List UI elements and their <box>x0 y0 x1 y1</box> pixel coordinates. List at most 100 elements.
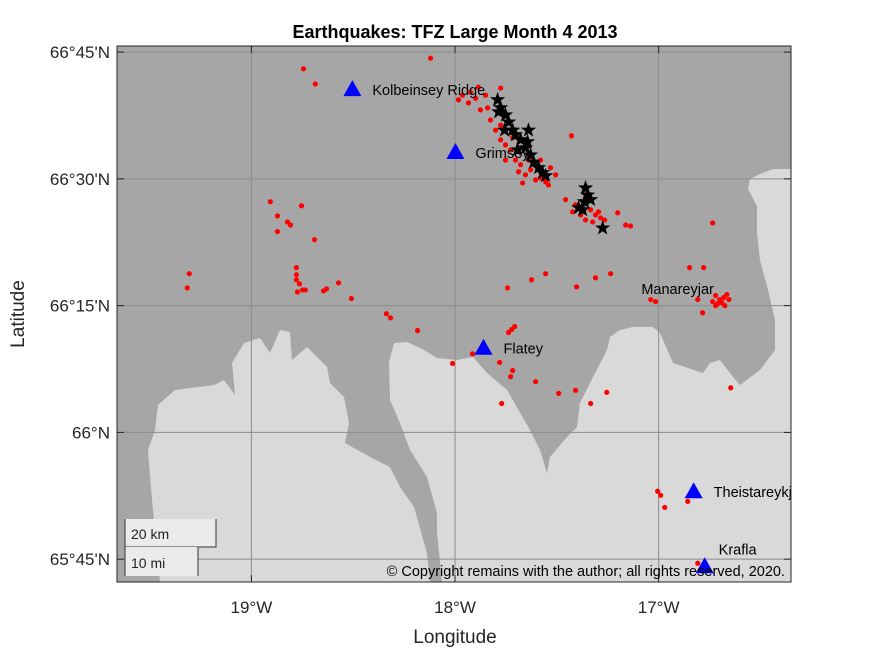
event-dot <box>300 66 307 72</box>
event-dot <box>700 310 706 316</box>
y-axis-label: Latitude <box>8 280 29 348</box>
event-dot <box>482 92 489 98</box>
large-event-star <box>526 154 542 169</box>
event-dot <box>335 280 342 286</box>
event-dot <box>726 296 732 303</box>
event-dot <box>572 387 579 393</box>
event-dot <box>710 298 716 305</box>
event-dot <box>722 303 728 309</box>
large-event-star <box>595 220 611 235</box>
event-dot <box>724 291 730 298</box>
x-tick-label: 17°W <box>638 598 680 617</box>
event-dot <box>568 133 575 139</box>
map-axes[interactable]: Kolbeinsey Ridge Grimsey Flatey Manareyjar T… <box>117 46 846 582</box>
event-dot <box>545 182 552 188</box>
event-dot <box>652 298 659 305</box>
event-dot <box>293 265 299 271</box>
event-dot <box>449 360 456 367</box>
event-dot <box>427 55 434 61</box>
y-tick-label: 66°N <box>72 423 110 442</box>
large-event-star <box>519 133 536 149</box>
event-dot <box>598 215 604 221</box>
event-dot <box>543 271 549 277</box>
event-dot <box>527 167 534 173</box>
scale-bar-metric: 20 km <box>131 526 169 542</box>
event-dot <box>701 265 707 271</box>
event-dot <box>477 107 484 113</box>
event-dot <box>592 275 599 281</box>
event-dot <box>522 172 529 178</box>
large-event-star <box>513 131 529 147</box>
event-dot <box>502 142 509 148</box>
event-dot <box>728 385 734 391</box>
large-event-star <box>517 139 534 155</box>
event-dot <box>623 222 629 228</box>
event-dot <box>533 177 539 183</box>
event-dot <box>497 359 503 366</box>
large-event-star <box>577 180 594 195</box>
event-dot <box>383 311 389 317</box>
scale-bar: 20 km 10 mi <box>124 519 217 576</box>
event-dot <box>414 327 421 334</box>
event-dot <box>469 351 476 357</box>
event-dot <box>267 199 273 205</box>
event-dot <box>294 289 301 295</box>
large-event-star <box>580 187 596 202</box>
event-dot <box>528 277 535 283</box>
event-dot <box>287 222 294 228</box>
event-dot <box>512 323 518 330</box>
event-dot <box>298 203 305 209</box>
event-dot <box>710 220 716 226</box>
attribution: © Copyright remains with the author; all… <box>387 564 785 580</box>
station-triangle-icon <box>474 338 493 355</box>
event-dot <box>499 400 505 407</box>
event-dot <box>323 286 330 292</box>
event-dot <box>573 284 580 290</box>
event-dot <box>515 169 522 175</box>
event-dot <box>472 95 479 101</box>
event-dot <box>588 207 594 213</box>
event-markers <box>184 55 734 566</box>
event-dot <box>312 81 318 87</box>
event-dot <box>547 165 554 171</box>
event-dot <box>595 209 602 215</box>
large-event-star <box>507 126 524 142</box>
event-dot <box>293 272 299 278</box>
event-dot <box>475 84 482 90</box>
event-dot <box>492 127 499 133</box>
event-dot <box>569 209 576 215</box>
axis-ticks: 19°W 18°W 17°W 66°45'N 66°30'N 66°15'N 66°N 65°… <box>50 43 791 617</box>
event-dot <box>296 281 303 287</box>
event-dot <box>556 390 562 396</box>
station-label: Kolbeinsey Ridge <box>372 83 485 99</box>
event-dot <box>604 389 610 395</box>
station-label: Krafla <box>719 542 758 558</box>
large-event-star <box>505 122 521 137</box>
large-event-star <box>490 91 506 107</box>
large-event-star <box>530 159 547 175</box>
event-dot <box>508 374 514 380</box>
event-dot <box>655 488 661 494</box>
event-dot <box>504 285 511 291</box>
event-dot <box>274 213 281 219</box>
station-triangle-icon <box>446 142 465 159</box>
large-event-star <box>493 99 509 115</box>
event-dot <box>455 97 462 103</box>
event-dot <box>517 162 524 168</box>
event-dot <box>602 217 608 223</box>
large-event-star <box>497 107 514 122</box>
large-event-star <box>520 122 537 137</box>
y-tick-label: 66°30'N <box>50 170 110 189</box>
large-event-star <box>575 201 591 217</box>
event-dot <box>348 295 354 302</box>
station-label: Manareyjar <box>641 282 714 298</box>
event-dot <box>562 197 569 203</box>
axes-box <box>116 45 792 583</box>
event-dot <box>553 172 559 178</box>
event-dot <box>607 271 614 277</box>
event-dot <box>713 292 719 299</box>
x-axis-label: Longitude <box>413 627 496 648</box>
event-dot <box>510 367 516 374</box>
event-dot <box>533 379 539 385</box>
large-event-star <box>538 167 554 183</box>
